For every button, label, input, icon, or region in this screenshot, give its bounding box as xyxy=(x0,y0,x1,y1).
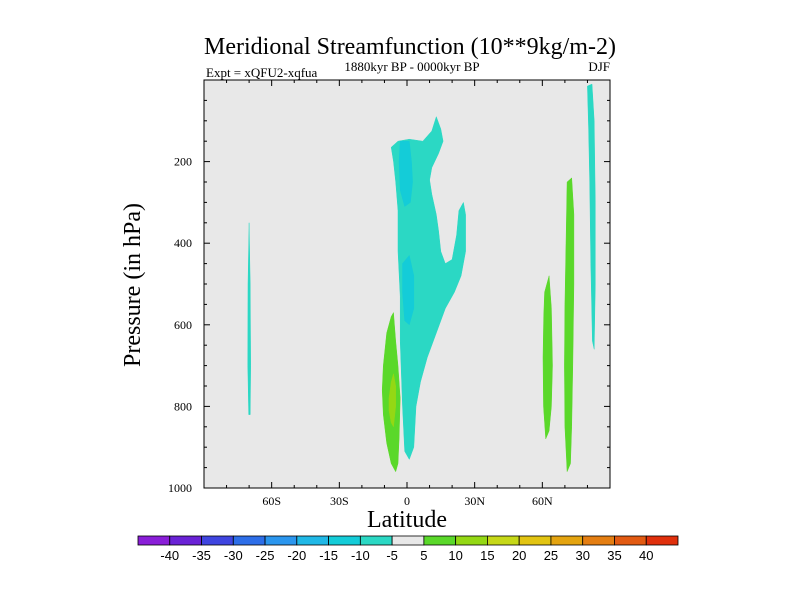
colorbar-swatch xyxy=(169,535,202,546)
x-tick-label: 60N xyxy=(532,494,553,508)
chart-title: Meridional Streamfunction (10**9kg/m-2) xyxy=(204,34,616,60)
y-tick-label: 1000 xyxy=(168,481,192,495)
y-tick-label: 200 xyxy=(174,155,192,169)
colorbar-label: -20 xyxy=(287,548,306,563)
colorbar-label: -15 xyxy=(319,548,338,563)
x-axis-label: Latitude xyxy=(367,507,447,533)
x-tick-label: 30N xyxy=(464,494,485,508)
colorbar-swatch xyxy=(201,535,234,546)
colorbar-label: 25 xyxy=(544,548,558,563)
contour-green-nh-60-a xyxy=(542,275,553,440)
season-label: DJF xyxy=(588,59,610,74)
contour-cyan-nh-polar xyxy=(587,83,596,350)
experiment-label: Expt = xQFU2-xqfua xyxy=(206,65,318,80)
colorbar-swatch xyxy=(391,535,425,546)
colorbar-swatch xyxy=(550,535,584,546)
y-tick-label: 800 xyxy=(174,399,192,413)
x-tick-label: 0 xyxy=(404,494,410,508)
period-label: 1880kyr BP - 0000kyr BP xyxy=(344,59,479,74)
contour-cyan-sh-bar xyxy=(398,140,413,207)
x-tick-label: 30S xyxy=(330,494,349,508)
colorbar-swatch xyxy=(296,535,329,546)
colorbar-label: -25 xyxy=(256,548,275,563)
y-axis-label: Pressure (in hPa) xyxy=(120,203,146,367)
x-tick-label: 60S xyxy=(262,494,281,508)
colorbar-label: 5 xyxy=(420,548,427,563)
contour-green-nh-70-b xyxy=(564,177,575,472)
colorbar-swatch xyxy=(137,535,171,546)
contour-cyan-sub-bar xyxy=(402,254,415,326)
axis-ticks: 200 400 600 800 1000 60S 30S 0 30N 60N xyxy=(168,80,610,508)
colorbar-swatch xyxy=(645,535,679,546)
colorbar-label: 30 xyxy=(575,548,589,563)
colorbar-swatch xyxy=(328,535,361,546)
colorbar-swatch xyxy=(518,535,552,546)
colorbar-label: -35 xyxy=(192,548,211,563)
colorbar-swatch xyxy=(423,535,457,546)
colorbar-label: -5 xyxy=(386,548,398,563)
contour-cyan-sh-high-latitude xyxy=(247,222,251,415)
colorbar-swatch xyxy=(487,535,520,546)
colorbar-label: -10 xyxy=(351,548,370,563)
colorbar-label: 20 xyxy=(512,548,526,563)
colorbar-label: 15 xyxy=(480,548,494,563)
y-tick-label: 400 xyxy=(174,236,192,250)
colorbar-swatch xyxy=(455,535,488,546)
contour-fills xyxy=(247,83,596,473)
colorbar-swatch xyxy=(582,535,615,546)
colorbar-label: -40 xyxy=(160,548,179,563)
colorbar: -40 -35 -30 -25 -20 -15 -10 -5 5 10 15 20 25 30 35 40 xyxy=(137,535,679,563)
colorbar-label: -30 xyxy=(224,548,243,563)
colorbar-label: 35 xyxy=(607,548,621,563)
contour-yellowgreen-tropical-sh-core xyxy=(388,373,396,428)
colorbar-swatch xyxy=(359,535,393,546)
colorbar-swatch xyxy=(232,535,266,546)
colorbar-swatch xyxy=(614,535,647,546)
colorbar-label: 10 xyxy=(448,548,462,563)
colorbar-swatch xyxy=(264,535,298,546)
y-tick-label: 600 xyxy=(174,318,192,332)
colorbar-label: 40 xyxy=(639,548,653,563)
